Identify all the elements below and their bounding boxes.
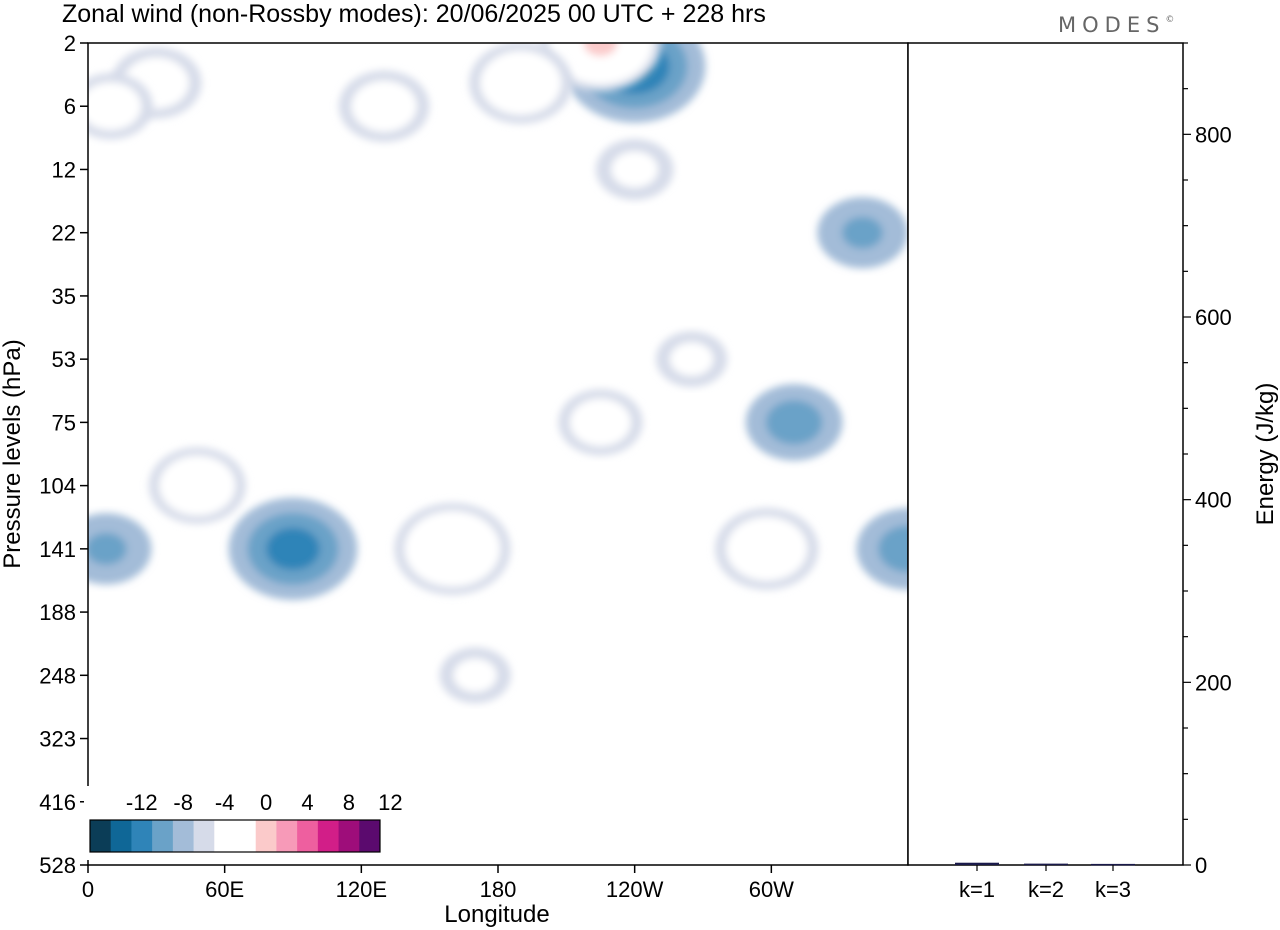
wind-feature — [595, 139, 674, 200]
colorbar-swatch — [90, 820, 112, 852]
wind-contour — [583, 43, 618, 57]
y-tick-label: 141 — [39, 537, 76, 562]
energy-bar — [1091, 863, 1135, 866]
colorbar-swatch — [152, 820, 174, 852]
colorbar-swatch — [131, 820, 153, 852]
y-tick-label: 528 — [39, 853, 76, 878]
y-tick-label: 6 — [64, 94, 76, 119]
colorbar-frame — [89, 819, 381, 853]
colorbar-swatch — [235, 820, 257, 852]
y-tick-label: 53 — [52, 347, 76, 372]
energy-tick-label: 600 — [1195, 305, 1232, 330]
colorbar-swatch — [214, 820, 236, 852]
colorbar-swatch — [172, 820, 195, 852]
energy-axis: 0 200 400 600 800 — [1183, 42, 1232, 878]
wind-contour — [363, 90, 405, 123]
colorbar-label: -12 — [126, 790, 158, 815]
y-tick-label: 416 — [39, 790, 76, 815]
y-tick-label: 35 — [52, 284, 76, 309]
colorbar-swatch — [338, 820, 360, 852]
energy-bars: k=1 k=2 k=3 — [955, 862, 1135, 902]
y-tick-label: 188 — [39, 600, 76, 625]
colorbar-swatch — [110, 820, 132, 852]
wind-feature — [439, 647, 511, 704]
wind-contour — [889, 534, 908, 564]
wind-feature — [856, 508, 908, 590]
x-axis-label: Longitude — [444, 901, 549, 928]
energy-category-label: k=3 — [1095, 877, 1131, 902]
colorbar-swatch — [317, 820, 340, 852]
wind-contour — [275, 535, 311, 563]
wind-feature — [394, 502, 511, 595]
colorbar-label: -8 — [173, 790, 193, 815]
y-tick-label: 104 — [39, 474, 76, 499]
x-tick-label: 180 — [480, 877, 517, 902]
colorbar-swatch — [255, 820, 277, 852]
energy-tick-label: 0 — [1195, 853, 1207, 878]
colorbar-swatch — [359, 820, 381, 852]
wind-contour — [88, 532, 127, 565]
x-tick-label: 60W — [749, 877, 794, 902]
colorbar-label: 8 — [343, 790, 355, 815]
wind-feature — [88, 73, 153, 140]
y-tick-label: 75 — [52, 410, 76, 435]
energy-category-label: k=2 — [1028, 877, 1064, 902]
y-tick-label: 12 — [52, 157, 76, 182]
wind-feature — [88, 513, 152, 585]
colorbar-swatch — [297, 820, 319, 852]
colorbar-swatch — [276, 820, 298, 852]
colorbar-label: 0 — [260, 790, 272, 815]
wind-feature — [469, 43, 573, 124]
x-tick-label: 120E — [336, 877, 387, 902]
brand-logo: MODES© — [1058, 13, 1180, 37]
wind-contour — [842, 216, 883, 249]
energy-tick-label: 400 — [1195, 488, 1232, 513]
energy-tick-label: 800 — [1195, 122, 1232, 147]
chart-title: Zonal wind (non-Rossby modes): 20/06/202… — [62, 0, 766, 28]
x-axis: 0 60E 120E 180 120W 60W — [82, 865, 794, 902]
y-tick-label: 323 — [39, 727, 76, 752]
wind-contour — [91, 91, 131, 122]
wind-contour — [776, 408, 813, 437]
heatmap-field — [88, 43, 908, 704]
y-tick-label: 248 — [39, 663, 76, 688]
energy-bar — [1024, 863, 1068, 866]
energy-tick-label: 200 — [1195, 670, 1232, 695]
wind-contour — [747, 534, 786, 564]
wind-contour — [581, 407, 620, 438]
colorbar: -12 -8 -4 0 4 8 12 — [84, 786, 403, 860]
wind-feature — [148, 447, 246, 524]
wind-contour — [669, 342, 714, 377]
colorbar-label: -4 — [215, 790, 235, 815]
wind-feature — [817, 197, 908, 269]
colorbar-swatch — [193, 820, 215, 852]
wind-contour — [611, 151, 659, 188]
y-axis-label: Pressure levels (hPa) — [0, 339, 26, 568]
wind-feature — [558, 389, 643, 456]
wind-contour — [434, 534, 471, 563]
colorbar-label: 12 — [378, 790, 402, 815]
wind-contour — [453, 658, 498, 693]
y-axis: 2 6 12 22 35 53 75 104 141 188 248 323 416 528 — [39, 31, 88, 878]
wind-contour — [179, 471, 216, 500]
wind-contour — [501, 68, 540, 98]
x-tick-label: 120W — [606, 877, 664, 902]
energy-bar — [955, 862, 999, 865]
wind-feature — [715, 508, 819, 590]
wind-feature — [745, 384, 843, 461]
wind-feature — [656, 331, 728, 387]
y-tick-label: 22 — [52, 221, 76, 246]
wind-feature — [338, 70, 430, 142]
colorbar-label: 4 — [301, 790, 313, 815]
x-tick-label: 0 — [82, 877, 94, 902]
x-tick-label: 60E — [205, 877, 244, 902]
wind-feature — [228, 497, 358, 601]
energy-axis-label: Energy (J/kg) — [1252, 383, 1279, 526]
energy-category-label: k=1 — [959, 877, 995, 902]
y-tick-label: 2 — [64, 31, 76, 56]
energy-panel-frame — [907, 42, 1184, 866]
